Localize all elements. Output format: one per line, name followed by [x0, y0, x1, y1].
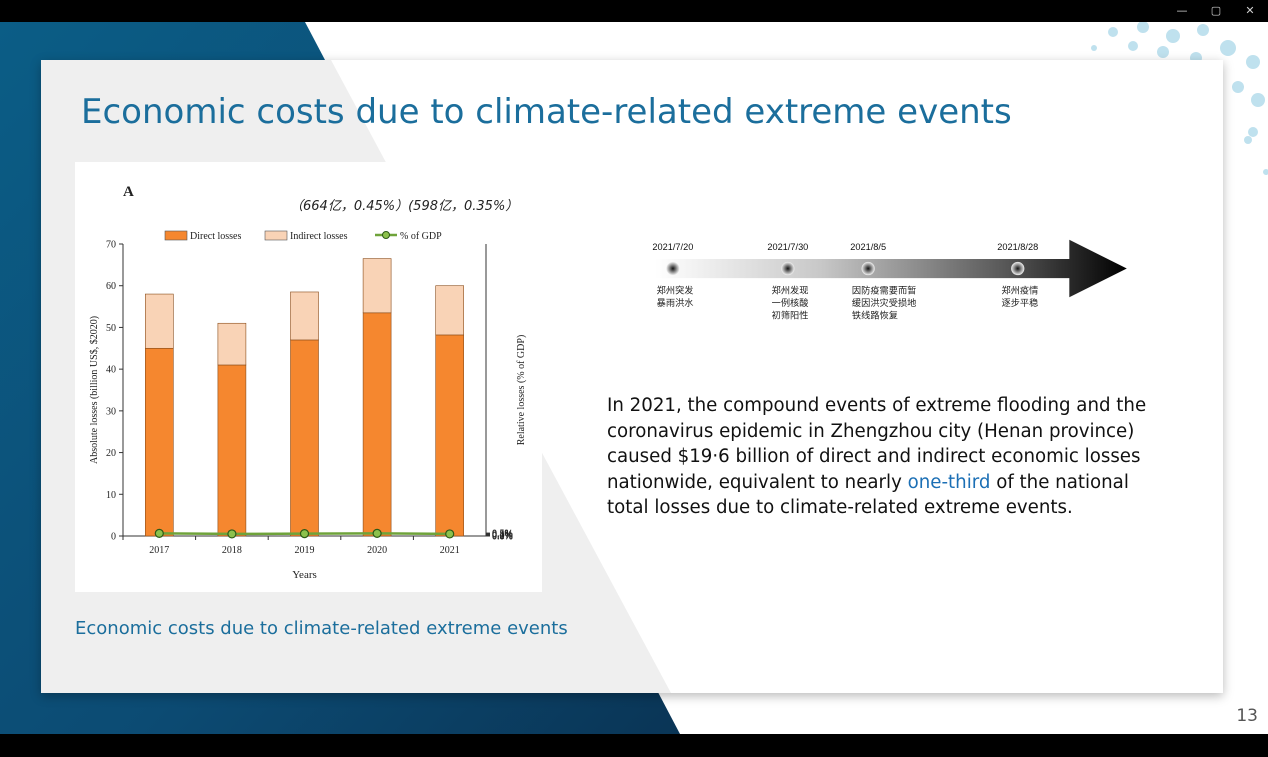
bar-indirect-2020	[362, 258, 392, 314]
legend-label-0: Direct losses	[190, 231, 241, 242]
y2-tick-label: 0.2%	[492, 530, 513, 541]
slide-card: Economic costs due to climate-related ex…	[41, 60, 1223, 693]
x-axis-label: Years	[292, 569, 317, 581]
timeline-event-line-3-0: 郑州疫情	[1002, 285, 1039, 297]
bottom-bar	[0, 734, 1268, 757]
timeline-event-line-2-0: 因防疫需要而暂	[852, 285, 916, 297]
timeline-event-line-0-1: 暴雨洪水	[657, 297, 694, 309]
y-tick-label: 50	[106, 323, 116, 334]
timeline-event-line-1-0: 郑州发现	[772, 285, 809, 297]
x-tick-label: 2017	[149, 545, 169, 556]
bar-direct-2017	[145, 347, 174, 537]
bar-indirect-2019	[290, 291, 319, 341]
bar-direct-2018	[217, 364, 247, 537]
timeline-node-3	[1011, 261, 1025, 276]
timeline-date-3: 2021/8/28	[997, 242, 1038, 252]
y2-tick-label: 0.3%	[492, 530, 513, 541]
y-axis-label: Absolute losses (billion US$, $2020)	[89, 316, 100, 464]
page-number: 13	[1236, 706, 1258, 726]
timeline-event-line-0-0: 郑州突发	[657, 285, 694, 297]
bar-indirect-2017	[145, 293, 174, 349]
y2-tick-label: 0.0%	[492, 532, 513, 543]
decorative-dots	[1091, 22, 1268, 175]
y2-tick-label: 0.5%	[492, 529, 513, 540]
slide-title: Economic costs due to climate-related ex…	[81, 92, 1012, 132]
gdp-point-2018	[227, 529, 237, 539]
maximize-icon[interactable]: ▢	[1210, 4, 1222, 17]
y-tick-label: 30	[106, 406, 116, 417]
legend-label-1: Indirect losses	[290, 231, 348, 242]
timeline-node-2	[861, 261, 875, 276]
y-tick-label: 10	[106, 490, 116, 501]
legend-label-2: % of GDP	[400, 231, 442, 242]
y-tick-label: 0	[111, 532, 116, 543]
y-tick-label: 60	[106, 281, 116, 292]
timeline-node-1	[781, 261, 795, 276]
minimize-icon[interactable]: —	[1176, 4, 1188, 17]
legend-swatch-1	[264, 230, 288, 241]
chart-panel-label: A	[123, 184, 134, 200]
gdp-point-2021	[445, 529, 455, 539]
timeline-event-line-2-1: 缓因洪灾受损地	[852, 297, 916, 309]
timeline-date-2: 2021/8/5	[850, 242, 886, 252]
y2-tick-label: 0.4%	[492, 529, 513, 540]
legend-swatch-0	[164, 230, 188, 241]
chart-annotation: （664亿，0.45%）(598亿，0.35%）	[290, 198, 518, 214]
timeline-node-0	[666, 261, 680, 276]
timeline-event-line-3-1: 逐步平稳	[1002, 297, 1039, 309]
x-tick-label: 2018	[222, 545, 242, 556]
y-tick-label: 40	[106, 365, 116, 376]
x-tick-label: 2019	[295, 545, 315, 556]
figure-caption: Economic costs due to climate-related ex…	[75, 618, 568, 639]
timeline-event-line-1-1: 一例核酸	[772, 297, 809, 309]
window-titlebar: — ▢ ✕	[0, 0, 1268, 22]
timeline-date-0: 2021/7/20	[652, 242, 693, 252]
y-tick-label: 70	[106, 240, 116, 251]
paragraph-text-after: of the national total losses due to clim…	[607, 471, 1129, 519]
x-tick-label: 2020	[367, 545, 387, 556]
slide-canvas: Economic costs due to climate-related ex…	[0, 22, 1268, 734]
bar-direct-2021	[435, 334, 465, 537]
bar-direct-2020	[362, 312, 392, 537]
chart-svg: A （664亿，0.45%）(598亿，0.35%） Direct losses In…	[89, 184, 527, 581]
y-tick-label: 20	[106, 448, 116, 459]
y2-axis-label: Relative losses (% of GDP)	[516, 335, 527, 446]
y2-tick-label: 0.1%	[492, 531, 513, 542]
paragraph-highlight: one-third	[907, 471, 991, 493]
chart-figure: A （664亿，0.45%）(598亿，0.35%） Direct losses In…	[75, 162, 542, 592]
gdp-point-2017	[154, 528, 164, 539]
x-tick-label: 2021	[440, 545, 460, 556]
timeline-date-1: 2021/7/30	[767, 242, 808, 252]
gdp-point-2020	[372, 528, 382, 538]
bar-direct-2019	[290, 339, 319, 537]
gdp-point-2019	[299, 529, 310, 539]
timeline-event-line-2-2: 铁线路恢复	[852, 310, 898, 322]
legend-marker-2	[382, 231, 390, 239]
paragraph-text-before: In 2021, the compound events of extreme …	[607, 395, 1147, 493]
close-icon[interactable]: ✕	[1245, 4, 1255, 17]
timeline-event-line-1-2: 初筛阳性	[772, 310, 809, 322]
summary-paragraph: In 2021, the compound events of extreme …	[607, 393, 1167, 521]
bar-indirect-2021	[435, 285, 465, 336]
bar-indirect-2018	[217, 322, 247, 366]
